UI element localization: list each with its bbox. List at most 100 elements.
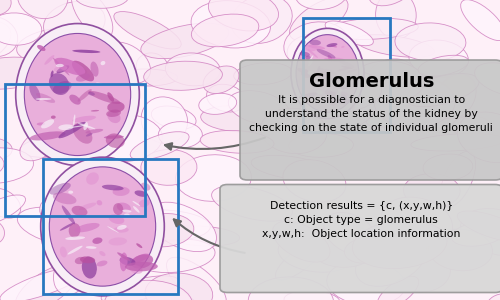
Ellipse shape	[308, 59, 313, 66]
Ellipse shape	[108, 237, 127, 245]
Ellipse shape	[302, 40, 306, 45]
FancyBboxPatch shape	[220, 184, 500, 292]
Text: Detection results = {c, (x,y,w,h)}
c: Object type = glomerulus
x,y,w,h:  Object : Detection results = {c, (x,y,w,h)} c: Ob…	[262, 201, 460, 239]
Ellipse shape	[284, 291, 340, 300]
Ellipse shape	[60, 247, 67, 257]
Ellipse shape	[44, 2, 105, 45]
Ellipse shape	[260, 108, 327, 154]
Ellipse shape	[0, 218, 4, 246]
Ellipse shape	[68, 223, 80, 238]
Ellipse shape	[326, 43, 338, 47]
Ellipse shape	[0, 21, 11, 67]
Ellipse shape	[125, 262, 158, 271]
Ellipse shape	[37, 45, 46, 51]
Ellipse shape	[228, 91, 290, 124]
Ellipse shape	[316, 69, 327, 76]
Ellipse shape	[117, 225, 126, 230]
Ellipse shape	[36, 98, 52, 100]
Ellipse shape	[436, 74, 476, 119]
Ellipse shape	[76, 68, 88, 74]
Ellipse shape	[132, 201, 140, 206]
Ellipse shape	[102, 185, 124, 191]
Ellipse shape	[90, 61, 98, 77]
Ellipse shape	[152, 106, 196, 129]
Ellipse shape	[336, 82, 345, 85]
Ellipse shape	[304, 44, 318, 51]
Ellipse shape	[59, 73, 103, 101]
Ellipse shape	[80, 256, 95, 263]
Ellipse shape	[86, 129, 103, 134]
Ellipse shape	[324, 212, 378, 255]
Ellipse shape	[130, 265, 142, 274]
Ellipse shape	[16, 264, 78, 300]
Ellipse shape	[298, 59, 356, 81]
Ellipse shape	[368, 59, 416, 95]
Ellipse shape	[458, 112, 500, 163]
Ellipse shape	[0, 148, 34, 183]
Ellipse shape	[119, 200, 150, 228]
Ellipse shape	[200, 106, 276, 132]
Ellipse shape	[276, 241, 324, 280]
Ellipse shape	[92, 238, 102, 244]
Ellipse shape	[336, 68, 349, 72]
Ellipse shape	[108, 111, 120, 123]
Ellipse shape	[100, 251, 105, 256]
Ellipse shape	[18, 207, 102, 246]
Ellipse shape	[308, 49, 318, 58]
Ellipse shape	[86, 172, 99, 185]
Ellipse shape	[344, 84, 346, 88]
Ellipse shape	[68, 190, 73, 194]
Ellipse shape	[144, 61, 222, 90]
Ellipse shape	[106, 110, 121, 117]
Ellipse shape	[54, 66, 68, 72]
Ellipse shape	[325, 90, 332, 95]
Ellipse shape	[141, 23, 229, 59]
Ellipse shape	[316, 49, 336, 58]
Ellipse shape	[391, 248, 450, 292]
Ellipse shape	[486, 294, 500, 300]
Ellipse shape	[341, 46, 344, 48]
Ellipse shape	[30, 131, 66, 140]
Ellipse shape	[36, 122, 45, 125]
Ellipse shape	[200, 130, 274, 153]
Ellipse shape	[176, 155, 252, 201]
Ellipse shape	[141, 97, 188, 143]
Ellipse shape	[20, 129, 59, 161]
Ellipse shape	[341, 66, 352, 69]
Ellipse shape	[120, 257, 136, 266]
Ellipse shape	[104, 280, 192, 300]
Ellipse shape	[192, 14, 259, 47]
Ellipse shape	[0, 267, 86, 300]
Ellipse shape	[134, 214, 194, 247]
Ellipse shape	[376, 0, 416, 39]
Ellipse shape	[0, 138, 12, 160]
Ellipse shape	[139, 199, 149, 207]
Ellipse shape	[0, 195, 26, 227]
Ellipse shape	[86, 246, 96, 249]
Ellipse shape	[49, 73, 70, 95]
Ellipse shape	[72, 50, 101, 53]
Text: Glomerulus: Glomerulus	[308, 72, 434, 91]
Ellipse shape	[101, 42, 150, 83]
Ellipse shape	[68, 246, 82, 254]
Ellipse shape	[60, 222, 75, 231]
Ellipse shape	[36, 93, 55, 103]
Ellipse shape	[44, 55, 54, 65]
Ellipse shape	[141, 149, 197, 185]
Bar	[5, 84, 145, 216]
Ellipse shape	[0, 0, 11, 16]
Ellipse shape	[145, 273, 212, 300]
Ellipse shape	[328, 55, 332, 61]
Ellipse shape	[342, 99, 350, 104]
Ellipse shape	[208, 0, 278, 31]
Ellipse shape	[108, 92, 114, 102]
Ellipse shape	[136, 53, 168, 81]
Bar	[302, 18, 390, 132]
Ellipse shape	[51, 116, 56, 119]
Ellipse shape	[395, 23, 466, 61]
Ellipse shape	[113, 203, 123, 215]
Ellipse shape	[117, 252, 130, 261]
Ellipse shape	[116, 69, 178, 86]
Ellipse shape	[96, 260, 108, 266]
Ellipse shape	[56, 64, 64, 67]
